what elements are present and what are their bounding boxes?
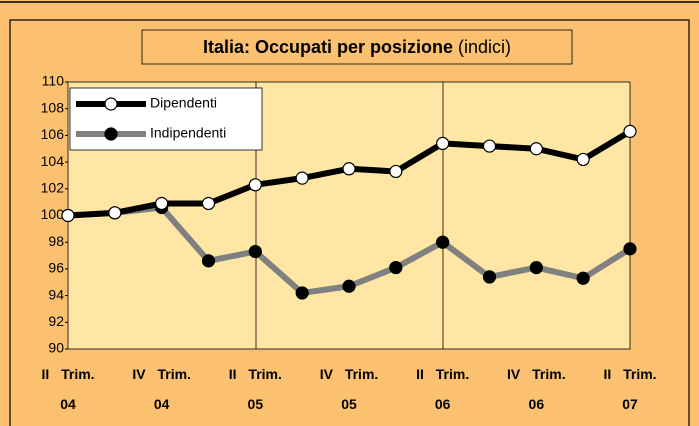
legend-box bbox=[69, 87, 263, 151]
legend-marker bbox=[104, 127, 118, 141]
point-marker bbox=[342, 279, 356, 293]
x-tick-label: IV Trim. 06 bbox=[507, 366, 566, 412]
x-tick-label: IV Trim. 05 bbox=[319, 366, 379, 412]
point-marker bbox=[295, 171, 309, 185]
point-marker bbox=[482, 139, 497, 153]
y-tick-label: 102 bbox=[41, 180, 65, 196]
x-tick-label: II Trim. 04 bbox=[41, 366, 95, 412]
y-tick-label: 108 bbox=[41, 99, 65, 115]
point-marker bbox=[201, 196, 216, 211]
legend-marker bbox=[104, 97, 118, 111]
point-marker bbox=[201, 254, 216, 268]
chart-subtitle: (indici) bbox=[458, 37, 511, 57]
legend-label: Dipendenti bbox=[150, 95, 217, 111]
point-marker bbox=[389, 164, 403, 179]
y-tick-label: 110 bbox=[42, 73, 65, 89]
point-marker bbox=[436, 136, 450, 151]
point-marker bbox=[389, 260, 403, 275]
x-tick-label: IV Trim. 04 bbox=[132, 366, 191, 412]
title-group: Italia: Occupati per posizione (indici) bbox=[203, 37, 511, 57]
point-marker bbox=[576, 271, 590, 285]
chart-title: Italia: Occupati per posizione bbox=[203, 37, 453, 57]
point-marker bbox=[623, 242, 637, 256]
point-marker bbox=[61, 208, 75, 223]
point-marker bbox=[248, 178, 262, 192]
point-marker bbox=[623, 124, 637, 138]
chart-frame bbox=[9, 19, 690, 426]
title-box bbox=[141, 29, 573, 65]
point-marker bbox=[436, 235, 450, 249]
point-marker bbox=[529, 142, 543, 156]
y-tick-label: 106 bbox=[41, 126, 65, 142]
y-tick-label: 96 bbox=[48, 260, 64, 276]
y-tick-label: 90 bbox=[48, 340, 64, 356]
point-marker bbox=[482, 270, 497, 284]
point-marker bbox=[295, 286, 309, 300]
x-tick-label: II Trim. 05 bbox=[228, 366, 282, 412]
x-tick-label: II Trim. 06 bbox=[416, 366, 470, 412]
point-marker bbox=[576, 152, 590, 167]
point-marker bbox=[248, 244, 262, 259]
point-marker bbox=[108, 206, 122, 220]
y-tick-label: 100 bbox=[41, 206, 65, 222]
y-tick-label: 94 bbox=[48, 286, 64, 302]
y-tick-label: 98 bbox=[48, 233, 64, 249]
point-marker bbox=[529, 260, 543, 275]
y-tick-label: 104 bbox=[41, 153, 65, 169]
point-marker bbox=[155, 196, 169, 211]
point-marker bbox=[342, 162, 356, 176]
x-tick-label: II Trim. 07 bbox=[603, 366, 657, 412]
legend-label: Indipendenti bbox=[150, 125, 226, 141]
y-tick-label: 92 bbox=[48, 313, 64, 329]
